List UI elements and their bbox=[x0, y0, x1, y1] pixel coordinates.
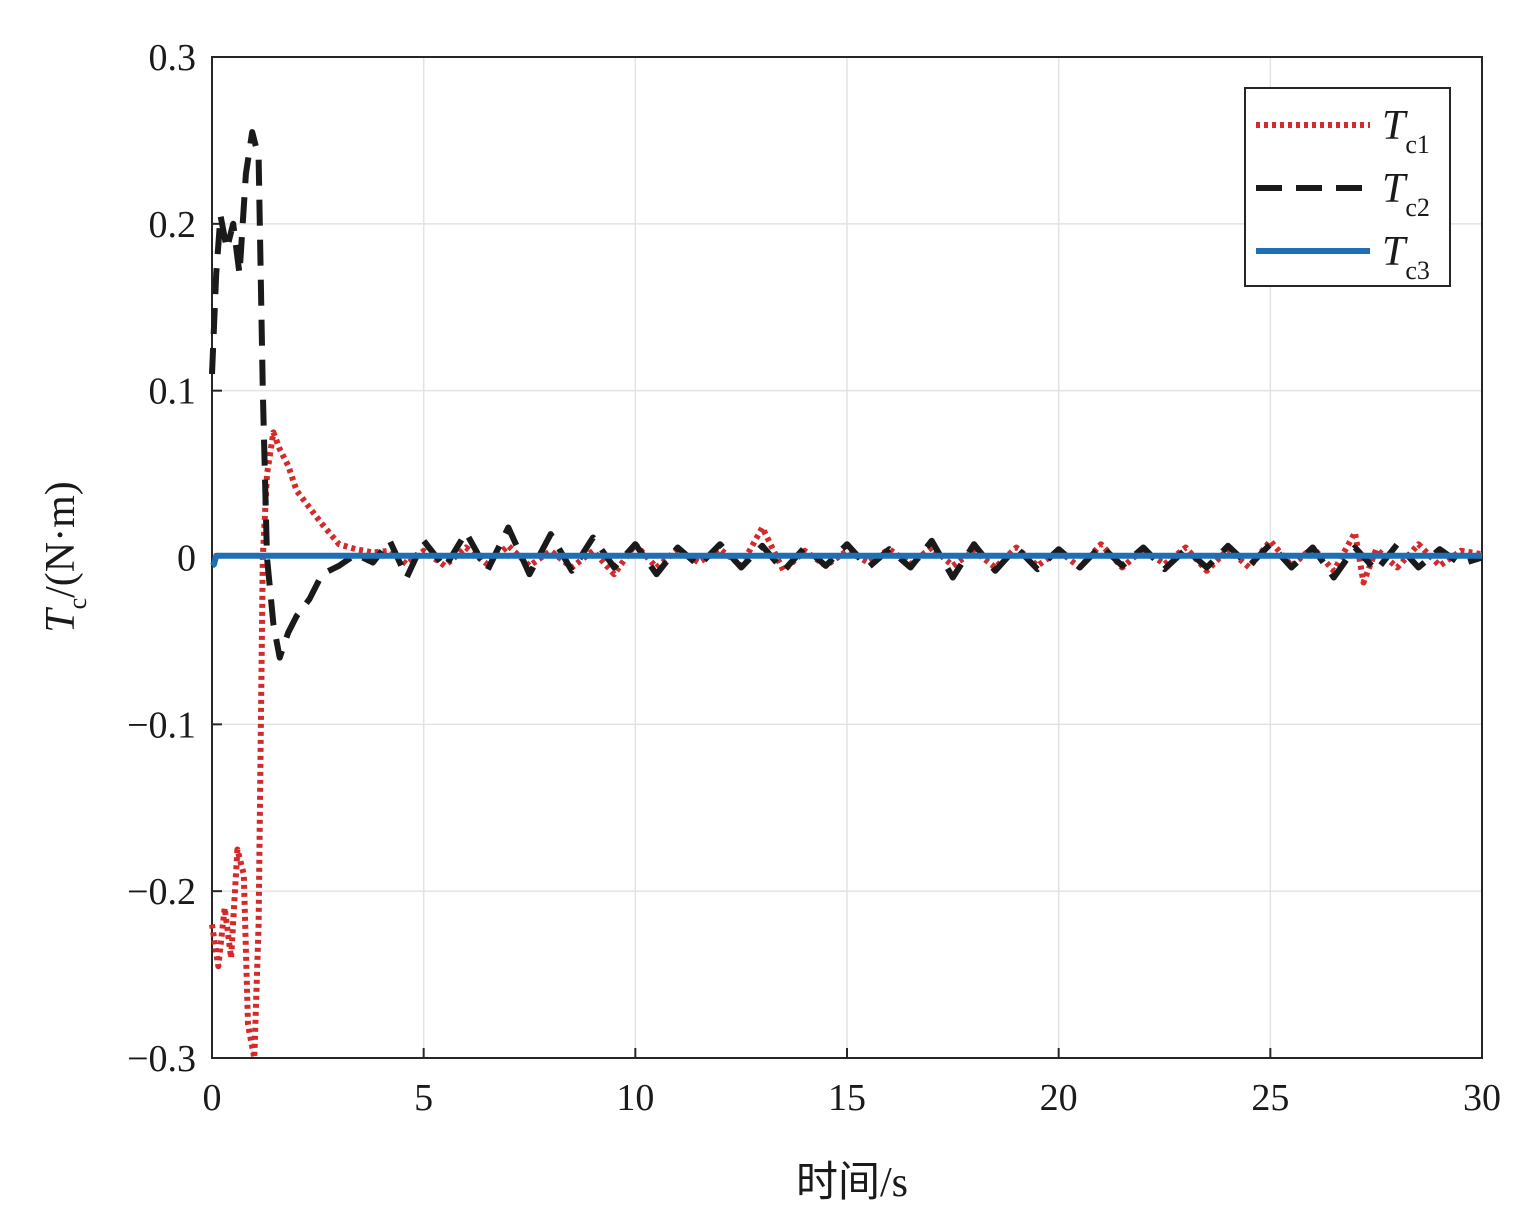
series-lines bbox=[209, 129, 1483, 1061]
x-axis-title: 时间/s bbox=[796, 1160, 908, 1206]
legend-label-tc1: Tc1 bbox=[1382, 103, 1430, 159]
x-tick-label: 15 bbox=[828, 1077, 866, 1119]
axis-ticks: 0 5 10 15 20 25 30 0.3 0.2 0.1 0 −0.1 −0.2 −0.3 bbox=[127, 37, 1501, 1119]
x-tick-label: 30 bbox=[1463, 1077, 1501, 1119]
y-tick-label: 0 bbox=[177, 538, 196, 580]
x-tick-label: 5 bbox=[414, 1077, 433, 1119]
y-tick-label: −0.3 bbox=[127, 1038, 196, 1080]
y-axis-title: Tc/(N·m) bbox=[38, 481, 92, 633]
y-tick-label: 0.1 bbox=[149, 371, 197, 413]
x-tick-label: 20 bbox=[1040, 1077, 1078, 1119]
legend-symbol: T bbox=[1382, 166, 1408, 212]
series-line-tc3 bbox=[210, 552, 1482, 569]
legend-subscript: c2 bbox=[1405, 193, 1430, 222]
legend-subscript: c1 bbox=[1405, 130, 1430, 159]
y-tick-label: 0.3 bbox=[149, 37, 197, 79]
x-tick-label: 25 bbox=[1251, 1077, 1289, 1119]
series-line-tc2 bbox=[209, 129, 1483, 661]
y-tick-label: 0.2 bbox=[149, 204, 197, 246]
x-tick-label: 10 bbox=[616, 1077, 654, 1119]
legend-symbol: T bbox=[1382, 103, 1408, 149]
y-tick-label: −0.1 bbox=[127, 704, 196, 746]
y-axis-unit: /(N·m) bbox=[38, 481, 84, 598]
y-axis-symbol: T bbox=[38, 607, 84, 633]
legend-label-tc3: Tc3 bbox=[1382, 229, 1430, 285]
y-axis-subscript: c bbox=[63, 598, 92, 610]
legend-symbol: T bbox=[1382, 229, 1408, 275]
legend-label-tc2: Tc2 bbox=[1382, 166, 1430, 222]
legend-subscript: c3 bbox=[1405, 256, 1430, 285]
x-tick-label: 0 bbox=[203, 1077, 222, 1119]
y-tick-label: −0.2 bbox=[127, 871, 196, 913]
